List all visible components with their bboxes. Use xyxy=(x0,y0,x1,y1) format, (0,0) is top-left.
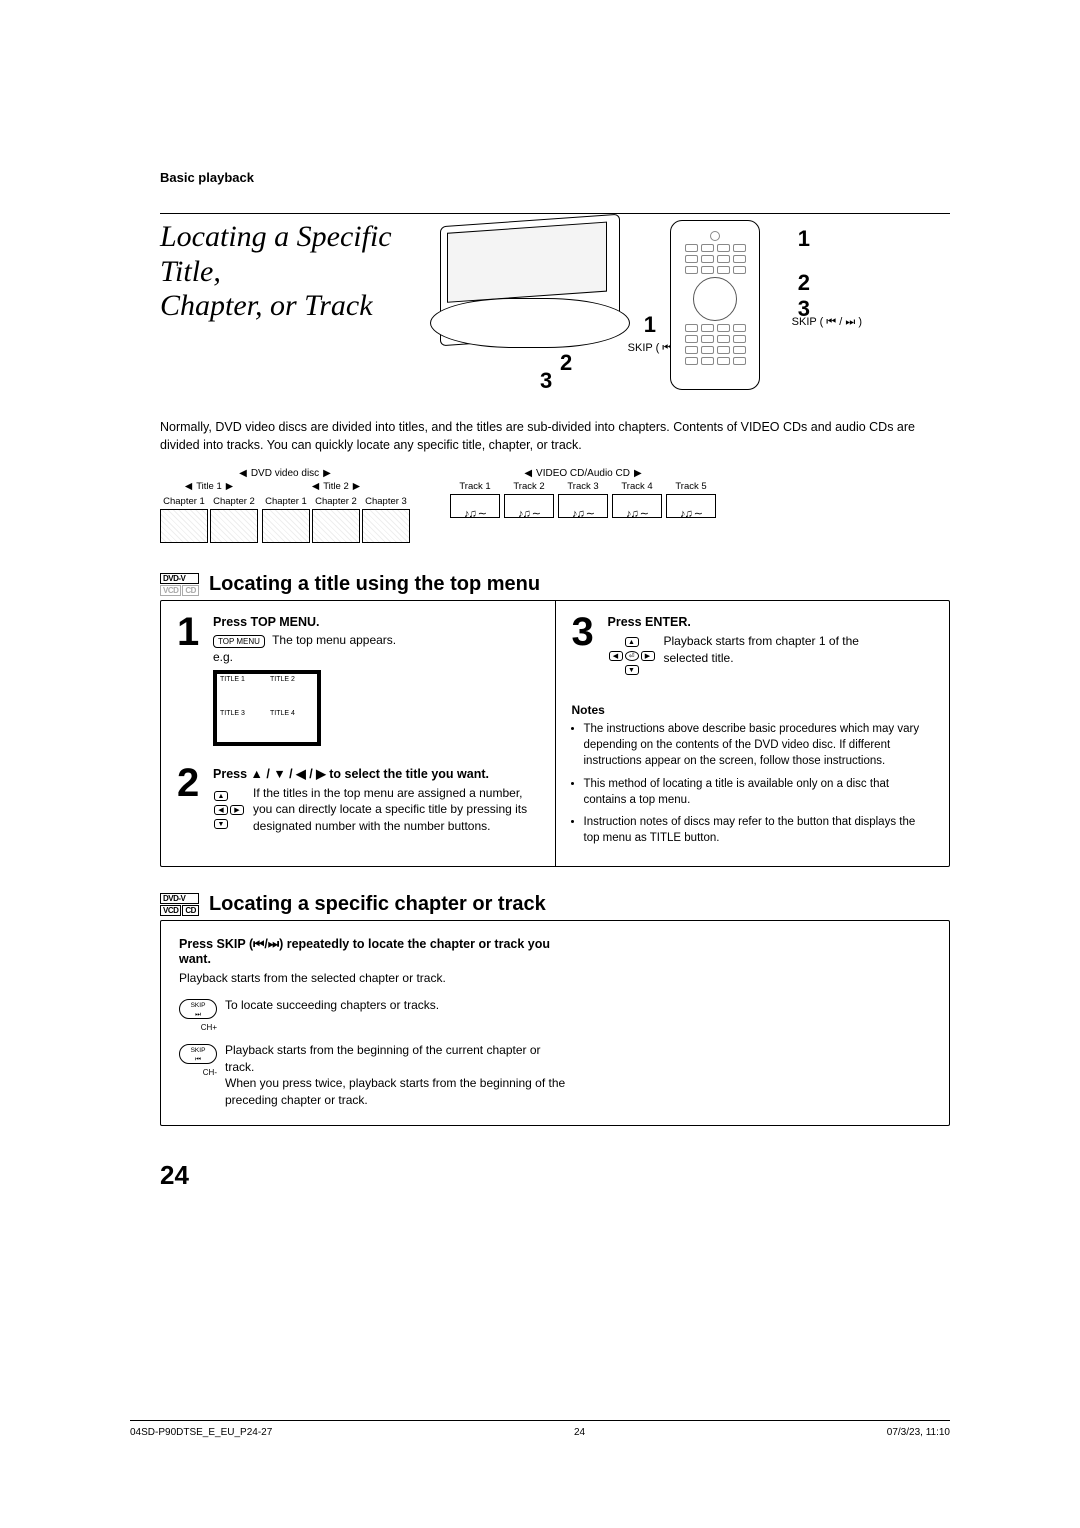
footer-datetime: 07/3/23, 11:10 xyxy=(887,1427,950,1438)
notes-heading: Notes xyxy=(572,703,934,717)
left-key-icon: ◀ xyxy=(214,805,228,815)
remote-illustration: 1 2 3 SKIP ( ⏮ / ⏭ ) xyxy=(670,220,850,400)
section2-head: DVD-V VCD CD Locating a specific chapter… xyxy=(160,893,950,916)
remote-skip-label: SKIP ( ⏮ / ⏭ ) xyxy=(792,316,862,329)
step-3: 3 Press ENTER. ▲ ◀⏎▶ ▼ Playback starts f… xyxy=(572,615,934,675)
step-2: 2 Press ▲ / ▼ / ◀ / ▶ to select the titl… xyxy=(177,766,539,835)
footer-file: 04SD-P90DTSE_E_EU_P24-27 xyxy=(130,1427,272,1438)
section-label: Basic playback xyxy=(160,170,950,185)
right-key-icon: ▶ xyxy=(230,805,244,815)
top-menu-key-icon: TOP MENU xyxy=(213,635,265,648)
cd-diagram: ◀VIDEO CD/Audio CD▶ Track 1 Track 2 Trac… xyxy=(450,468,716,543)
step-1: 1 Press TOP MENU. TOP MENU The top menu … xyxy=(177,615,539,751)
section2-box: Press SKIP (⏮/⏭) repeatedly to locate th… xyxy=(160,920,950,1126)
enter-key-icon: ⏎ xyxy=(625,651,639,661)
intro-paragraph: Normally, DVD video discs are divided in… xyxy=(160,418,950,454)
section1-head: DVD-V VCD CD Locating a title using the … xyxy=(160,573,950,596)
footer: 04SD-P90DTSE_E_EU_P24-27 24 07/3/23, 11:… xyxy=(130,1420,950,1438)
skip-forward-icon: SKIP⏭ xyxy=(179,999,217,1019)
device-callout-3: 3 xyxy=(540,368,552,394)
page-title: Locating a Specific Title, Chapter, or T… xyxy=(160,220,420,400)
structure-diagrams: ◀DVD video disc▶ ◀Title 1▶ Chapter 1 Cha… xyxy=(160,468,950,543)
device-callout-1: 1 xyxy=(644,312,656,338)
remote-callout-1: 1 xyxy=(798,226,810,252)
rule xyxy=(160,213,950,214)
device-illustration: 1 2 3 SKIP ( ⏮ / ⏭ ) xyxy=(440,220,650,380)
section1-box: 1 Press TOP MENU. TOP MENU The top menu … xyxy=(160,600,950,867)
footer-page: 24 xyxy=(574,1427,585,1438)
device-callout-2: 2 xyxy=(560,350,572,376)
hero-row: Locating a Specific Title, Chapter, or T… xyxy=(160,220,950,400)
section1-title: Locating a title using the top menu xyxy=(209,573,540,596)
up-key-icon: ▲ xyxy=(214,791,228,801)
skip-backward-icon: SKIP⏮ xyxy=(179,1044,217,1064)
dvd-diagram: ◀DVD video disc▶ ◀Title 1▶ Chapter 1 Cha… xyxy=(160,468,410,543)
top-menu-example: TITLE 1 TITLE 2 TITLE 3 TITLE 4 xyxy=(213,670,321,746)
section2-title: Locating a specific chapter or track xyxy=(209,893,546,916)
page-number: 24 xyxy=(160,1160,950,1191)
notes-list: The instructions above describe basic pr… xyxy=(572,721,934,846)
remote-callout-2: 2 xyxy=(798,270,810,296)
down-key-icon: ▼ xyxy=(214,819,228,829)
